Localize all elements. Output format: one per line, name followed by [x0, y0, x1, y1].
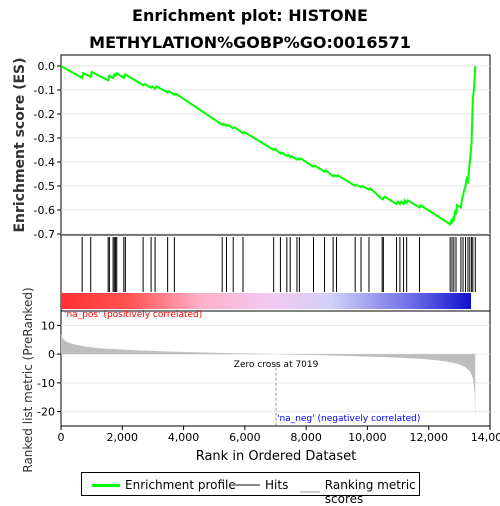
x-tick-label: 2,000 — [107, 431, 139, 444]
legend-item-hits: Hits — [232, 478, 288, 492]
legend-label-hits: Hits — [265, 478, 288, 492]
legend-label-ranking: Ranking metric scores — [325, 478, 419, 506]
neg-correlated-label: 'na_neg' (negatively correlated) — [277, 414, 420, 424]
pos-correlated-label: 'na_pos' (positively correlated) — [64, 310, 202, 320]
metric-y-tick-label: -10 — [37, 377, 55, 390]
x-tick-label: 14,000 — [471, 431, 500, 444]
es-y-tick-label: 0.0 — [38, 60, 56, 73]
es-y-tick-label: -0.6 — [34, 204, 55, 217]
es-y-tick-label: -0.3 — [34, 132, 55, 145]
es-y-tick-label: -0.1 — [34, 84, 55, 97]
es-y-axis-label: Enrichment score (ES) — [12, 57, 28, 232]
es-y-ticks: 0.0 -0.1 -0.2 -0.3 -0.4 -0.5 -0.6 -0.7 — [34, 60, 61, 241]
x-tick-label: 10,000 — [348, 431, 387, 444]
metric-y-tick-label: -20 — [37, 406, 55, 419]
es-y-tick-label: -0.2 — [34, 108, 55, 121]
zero-cross-label: Zero cross at 7019 — [234, 360, 319, 370]
legend-item-ranking: Ranking metric scores — [300, 478, 419, 506]
x-axis-ticks: 0 2,000 4,000 6,000 8,000 10,000 12,000 14,000 — [58, 426, 500, 444]
legend: Enrichment profile Hits Ranking metric s… — [81, 472, 420, 496]
legend-swatch-enrichment — [92, 484, 120, 487]
es-y-tick-label: -0.4 — [34, 156, 55, 169]
legend-swatch-ranking — [300, 491, 320, 493]
legend-item-enrichment: Enrichment profile — [92, 478, 236, 492]
x-tick-label: 12,000 — [409, 431, 448, 444]
es-y-tick-label: -0.7 — [34, 228, 55, 241]
x-tick-label: 6,000 — [229, 431, 261, 444]
ranking-color-bar — [61, 293, 471, 309]
legend-label-enrichment: Enrichment profile — [125, 478, 236, 492]
metric-y-ticks: 10 0 -10 -20 — [37, 319, 61, 418]
metric-y-axis-label: Ranked list metric (PreRanked) — [21, 287, 35, 472]
x-axis-label: Rank in Ordered Dataset — [196, 449, 357, 464]
x-tick-label: 4,000 — [168, 431, 200, 444]
legend-swatch-hits — [232, 484, 260, 486]
es-y-tick-label: -0.5 — [34, 180, 55, 193]
metric-y-tick-label: 10 — [41, 319, 55, 332]
metric-y-tick-label: 0 — [48, 348, 55, 361]
x-tick-label: 0 — [58, 431, 65, 444]
x-tick-label: 8,000 — [290, 431, 322, 444]
